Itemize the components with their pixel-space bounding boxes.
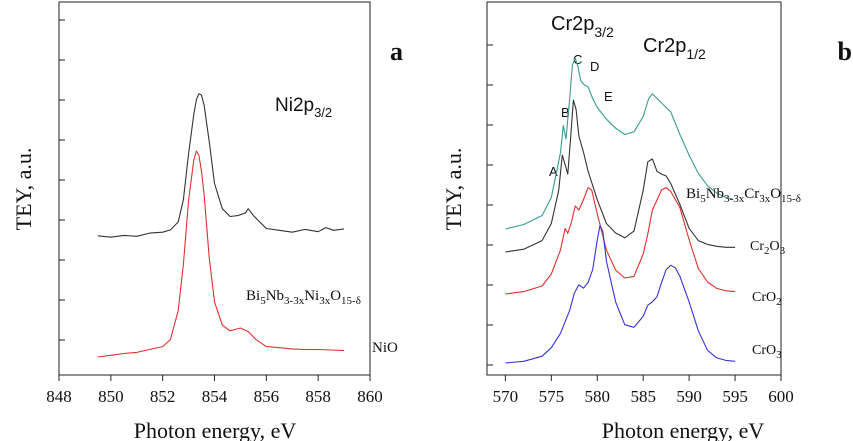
- plot-frame-b: [486, 1, 782, 376]
- x-axis-label-b: Photon energy, eV: [602, 418, 765, 441]
- panel-a: a Ni2p3/2 TEY, a.u. Photon energy, eV 84…: [11, 1, 403, 441]
- x-tick-label-a-4: 856: [254, 387, 280, 406]
- series-label-b-1: Cr2O3: [750, 239, 786, 257]
- series-line-b-1: [505, 99, 736, 253]
- x-tick-label-a-5: 858: [305, 387, 331, 406]
- panel-title-a-sub: 3/2: [314, 105, 332, 120]
- peak-label-b: B: [561, 105, 570, 120]
- series-line-b-2: [505, 187, 736, 295]
- edge-label-cr2p32-sub: 3/2: [594, 24, 614, 40]
- x-tick-label-b-2: 580: [585, 387, 611, 406]
- peak-label-a: A: [549, 164, 558, 179]
- series-label-b-0: Bi5Nb3-3xCr3xO15-δ: [686, 186, 801, 205]
- peak-label-d: D: [590, 59, 599, 74]
- ticks-a: 848 850 852 854 856 858 860: [46, 19, 383, 406]
- edge-label-cr2p12-main: Cr2p: [643, 35, 686, 57]
- panel-letter-b: b: [838, 37, 852, 66]
- x-tick-label-a-0: 848: [46, 387, 72, 406]
- plot-frame-a: [58, 1, 371, 376]
- series-line-a-0: [97, 93, 345, 238]
- edge-label-cr2p12: Cr2p1/2: [643, 35, 706, 62]
- series-line-b-0: [505, 57, 734, 230]
- panel-b: b Cr2p3/2 Cr2p1/2 A B C D E TEY, a.u. Ph…: [441, 1, 852, 441]
- series-labels-a: Bi5Nb3-3xNi3xO15-δ NiO: [246, 288, 398, 356]
- series-label-a-1: NiO: [372, 340, 398, 356]
- series-label-a-0: Bi5Nb3-3xNi3xO15-δ: [246, 288, 361, 307]
- x-tick-label-a-6: 860: [357, 387, 383, 406]
- panel-title-a-main: Ni2p: [275, 95, 314, 116]
- x-axis-label-a: Photon energy, eV: [134, 418, 297, 441]
- x-tick-label-a-3: 854: [202, 387, 228, 406]
- peak-label-c: C: [573, 52, 582, 67]
- series-label-b-2: CrO2: [752, 290, 782, 308]
- panel-title-a: Ni2p3/2: [275, 95, 332, 120]
- x-tick-label-b-5: 595: [722, 387, 748, 406]
- edge-label-cr2p32: Cr2p3/2: [551, 13, 614, 40]
- series-group-b: [505, 57, 736, 364]
- edge-label-cr2p32-main: Cr2p: [551, 13, 594, 35]
- x-tick-label-b-6: 600: [768, 387, 794, 406]
- y-axis-label-b: TEY, a.u.: [441, 148, 466, 231]
- series-labels-b: Bi5Nb3-3xCr3xO15-δ Cr2O3 CrO2 CrO3: [686, 186, 801, 361]
- panel-letter-a: a: [390, 37, 403, 66]
- x-tick-label-b-3: 585: [630, 387, 656, 406]
- x-tick-label-b-0: 570: [493, 387, 519, 406]
- x-tick-label-b-4: 590: [676, 387, 702, 406]
- ticks-b: 570 575 580 585 590 595 600: [487, 44, 794, 406]
- series-line-a-1: [97, 150, 345, 358]
- series-line-b-3: [505, 224, 736, 364]
- peak-label-e: E: [604, 89, 613, 104]
- edge-label-cr2p12-sub: 1/2: [686, 46, 706, 62]
- x-tick-label-a-1: 850: [98, 387, 124, 406]
- y-axis-label-a: TEY, a.u.: [11, 148, 36, 231]
- series-label-b-3: CrO3: [752, 343, 782, 361]
- series-group-a: [97, 93, 345, 358]
- x-tick-label-a-2: 852: [150, 387, 176, 406]
- x-tick-label-b-1: 575: [539, 387, 565, 406]
